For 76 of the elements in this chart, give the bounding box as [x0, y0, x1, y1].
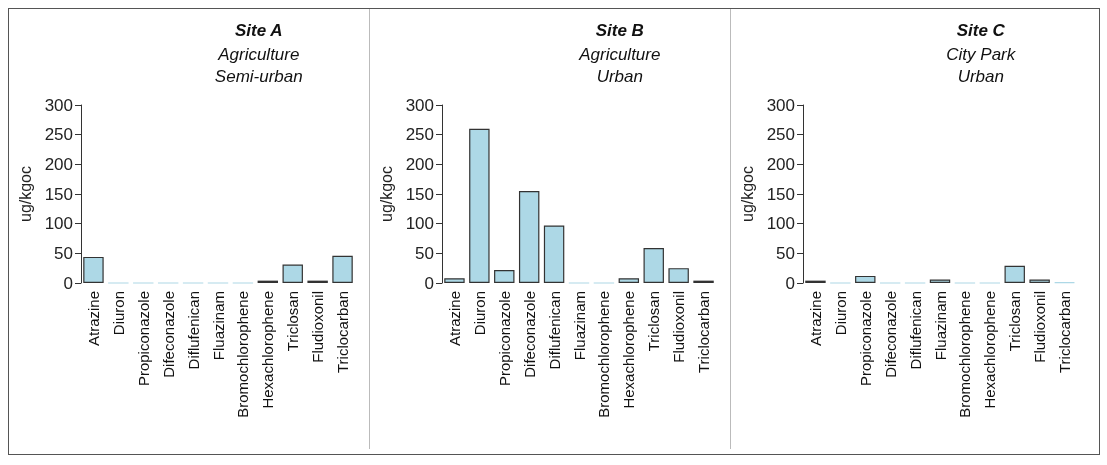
y-tick-label: 300: [766, 95, 795, 115]
x-tick-label: Hexachlorophene: [620, 291, 638, 409]
y-tick-label: 0: [63, 273, 73, 293]
x-tick-label: Bromochlorophene: [595, 291, 613, 418]
x-tick-label: Diflufenican: [906, 291, 924, 370]
bar: [855, 275, 876, 283]
x-tick-label: Bromochlorophene: [234, 291, 252, 418]
y-tick-label: 150: [766, 184, 795, 204]
y-tick-label: 250: [44, 125, 73, 145]
x-tick-label: Difeconazole: [881, 291, 899, 378]
x-tick-label: Triclosan: [1006, 291, 1024, 352]
y-tick-label: 150: [44, 184, 73, 204]
x-tick-label: Fluazinam: [570, 291, 588, 361]
x-tick-label: Hexachlorophene: [981, 291, 999, 409]
y-tick-label: 250: [405, 125, 434, 145]
y-tick-label: 100: [44, 214, 73, 234]
x-tick-label: Fludioxonil: [1031, 291, 1049, 363]
y-tick-label: 100: [405, 214, 434, 234]
x-tick-label: Difeconazole: [159, 291, 177, 378]
y-tick-label: 50: [415, 243, 434, 263]
x-tick-label: Triclocarban: [334, 291, 352, 373]
y-axis-title: ug/kgoc: [378, 165, 396, 223]
bar: [1004, 265, 1025, 283]
y-tick-label: 250: [766, 125, 795, 145]
x-tick-label: Atrazine: [445, 291, 463, 347]
x-tick-label: Propiconazole: [495, 291, 513, 387]
y-tick-label: 0: [785, 273, 795, 293]
x-tick-label: Triclocarban: [695, 291, 713, 373]
y-tick-label: 100: [766, 214, 795, 234]
x-tick-label: Atrazine: [806, 291, 824, 347]
y-tick-label: 300: [44, 95, 73, 115]
x-tick-label: Fludioxonil: [309, 291, 327, 363]
x-tick-label: Fludioxonil: [670, 291, 688, 363]
x-tick-label: Diflufenican: [184, 291, 202, 370]
chart-subtitle: Agriculture Urban: [578, 44, 661, 86]
bar: [643, 247, 664, 283]
x-tick-label: Atrazine: [84, 291, 102, 347]
bar: [618, 278, 640, 283]
y-tick-label: 200: [766, 154, 795, 174]
x-tick-label: Triclocarban: [1056, 291, 1074, 373]
y-tick-label: 50: [776, 243, 795, 263]
y-tick-label: 200: [405, 154, 434, 174]
y-axis-title: ug/kgoc: [739, 165, 757, 223]
y-tick-label: 0: [424, 273, 434, 293]
x-tick-label: Diuron: [470, 291, 488, 336]
x-tick-label: Fluazinam: [209, 291, 227, 361]
y-tick-label: 300: [405, 95, 434, 115]
x-tick-label: Diflufenican: [545, 291, 563, 370]
x-tick-label: Propiconazole: [856, 291, 874, 387]
bar: [494, 269, 515, 283]
x-tick-label: Triclosan: [645, 291, 663, 352]
bar: [668, 268, 689, 283]
bar: [282, 264, 303, 283]
x-tick-label: Fluazinam: [931, 291, 949, 361]
x-tick-label: Bromochlorophene: [956, 291, 974, 418]
chart-title: Site A: [235, 21, 283, 40]
bar: [929, 279, 951, 283]
y-tick-label: 200: [44, 154, 73, 174]
x-tick-label: Triclosan: [284, 291, 302, 352]
y-tick-label: 150: [405, 184, 434, 204]
bar: [332, 255, 353, 283]
y-axis-title: ug/kgoc: [17, 165, 35, 223]
y-tick-label: 50: [54, 243, 73, 263]
chart-title: Site C: [956, 21, 1006, 40]
bar: [518, 191, 540, 283]
x-tick-label: Difeconazole: [520, 291, 538, 378]
chart-subtitle: Agriculture Semi-urban: [214, 44, 303, 86]
x-tick-label: Diuron: [831, 291, 849, 336]
bar: [543, 225, 565, 283]
chart-title: Site B: [595, 21, 644, 40]
x-tick-label: Propiconazole: [134, 291, 152, 387]
bar: [1029, 279, 1050, 283]
chart-subtitle: City Park Urban: [946, 44, 1017, 86]
bar: [469, 128, 490, 283]
x-tick-label: Hexachlorophene: [259, 291, 277, 409]
x-tick-label: Diuron: [109, 291, 127, 336]
